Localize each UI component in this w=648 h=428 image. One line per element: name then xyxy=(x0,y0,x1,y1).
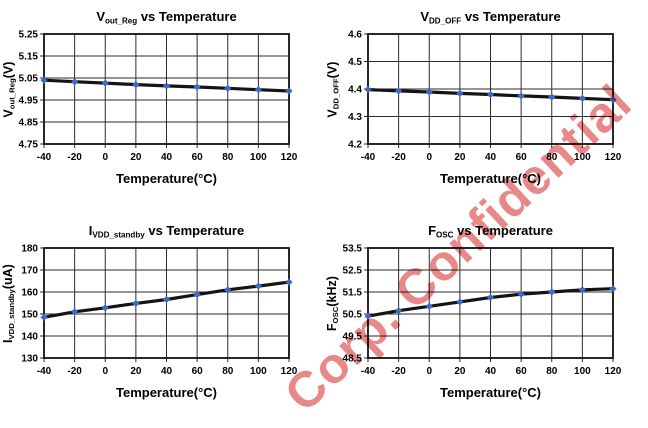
svg-text:50.5: 50.5 xyxy=(343,310,363,321)
svg-text:80: 80 xyxy=(222,152,234,163)
chart-title-vdd-off: VDD_OFF vs Temperature xyxy=(358,9,623,25)
svg-text:4.75: 4.75 xyxy=(19,140,39,151)
chart-ivdd-standby: IVDD_standby vs Temperature IVDD_standby… xyxy=(0,216,324,421)
ylabel-main: V xyxy=(0,109,15,119)
svg-text:100: 100 xyxy=(250,366,267,377)
chart-title-vout-reg: Vout_Reg vs Temperature xyxy=(34,9,299,25)
svg-text:4.3: 4.3 xyxy=(348,112,362,123)
svg-text:150: 150 xyxy=(21,310,38,321)
svg-text:60: 60 xyxy=(192,152,204,163)
svg-text:20: 20 xyxy=(130,152,142,163)
svg-text:40: 40 xyxy=(485,152,497,163)
svg-text:20: 20 xyxy=(454,152,466,163)
plot-area-vout-reg: 4.75 4.85 4.95 5.05 5.15 5.25 -40 -20 0 20 40 60 80 1… xyxy=(19,30,298,164)
svg-text:60: 60 xyxy=(192,366,204,377)
svg-text:-40: -40 xyxy=(361,366,376,377)
chart-vdd-off: VDD_OFF vs Temperature VDD_OFF(V) 4.2 4.3… xyxy=(324,2,648,207)
chart-title-fosc: FOSC vs Temperature xyxy=(358,223,623,239)
ylabel-main: V xyxy=(324,109,339,119)
svg-text:100: 100 xyxy=(250,152,267,163)
svg-text:-20: -20 xyxy=(391,152,406,163)
svg-text:-20: -20 xyxy=(67,366,82,377)
svg-text:130: 130 xyxy=(21,354,38,365)
svg-text:4.5: 4.5 xyxy=(348,57,362,68)
title-rest: vs Temperature xyxy=(144,223,245,238)
svg-text:120: 120 xyxy=(605,366,622,377)
x-axis-label-vout-reg: Temperature(°C) xyxy=(115,171,218,186)
ylabel-main: I xyxy=(0,339,15,344)
svg-text:40: 40 xyxy=(161,152,173,163)
svg-text:-40: -40 xyxy=(37,152,52,163)
ylabel-rest: (V) xyxy=(0,61,15,79)
svg-text:80: 80 xyxy=(546,152,558,163)
title-subscript: DD_OFF xyxy=(429,16,462,26)
svg-text:4.95: 4.95 xyxy=(19,96,39,107)
svg-text:4.6: 4.6 xyxy=(348,30,362,41)
svg-text:40: 40 xyxy=(485,366,497,377)
svg-text:170: 170 xyxy=(21,266,38,277)
svg-text:20: 20 xyxy=(130,366,142,377)
svg-text:100: 100 xyxy=(574,152,591,163)
svg-text:0: 0 xyxy=(426,152,432,163)
svg-text:100: 100 xyxy=(574,366,591,377)
svg-text:120: 120 xyxy=(281,152,298,163)
title-rest: vs Temperature xyxy=(453,223,553,238)
svg-text:40: 40 xyxy=(161,366,173,377)
svg-text:60: 60 xyxy=(516,366,528,377)
x-axis-label-vdd-off: Temperature(°C) xyxy=(439,171,542,186)
svg-text:5.15: 5.15 xyxy=(19,52,39,63)
svg-text:49.5: 49.5 xyxy=(343,332,363,343)
svg-text:-20: -20 xyxy=(391,366,406,377)
svg-text:5.25: 5.25 xyxy=(19,30,39,41)
title-main: F xyxy=(428,223,437,238)
plot-area-vdd-off: 4.2 4.3 4.4 4.5 4.6 -40 -20 0 20 40 60 80 100 120 xyxy=(348,30,622,164)
plot-area-fosc: 48.5 49.5 50.5 51.5 52.5 53.5 -40 -20 0 20 40 60 80 1… xyxy=(343,244,622,378)
svg-text:-40: -40 xyxy=(37,366,52,377)
x-axis-label-ivdd-standby: Temperature(°C) xyxy=(115,385,218,400)
svg-text:0: 0 xyxy=(102,366,108,377)
ylabel-rest: (uA) xyxy=(0,264,15,290)
svg-text:52.5: 52.5 xyxy=(343,266,363,277)
ylabel-main: F xyxy=(324,323,339,332)
ylabel-rest: (kHz) xyxy=(324,276,339,308)
title-subscript: OSC xyxy=(436,230,454,240)
chart-fosc: FOSC vs Temperature FOSC(kHz) 48.5 49.5 50… xyxy=(324,216,648,421)
chart-vout-reg: Vout_Reg vs Temperature Vout_Reg (V) 4.75… xyxy=(0,2,324,207)
title-main: V xyxy=(96,9,105,24)
x-axis-label-fosc: Temperature(°C) xyxy=(439,385,542,400)
svg-text:4.4: 4.4 xyxy=(348,85,362,96)
ylabel-rest: (V) xyxy=(324,61,339,79)
svg-text:48.5: 48.5 xyxy=(343,354,363,365)
svg-text:80: 80 xyxy=(222,366,234,377)
title-main: I xyxy=(88,223,93,238)
svg-text:140: 140 xyxy=(21,332,38,343)
svg-text:180: 180 xyxy=(21,244,38,255)
title-subscript: out_Reg xyxy=(105,16,138,26)
plot-area-ivdd-standby: 130 140 150 160 170 180 -40 -20 0 20 40 60 80 100 120 xyxy=(21,244,298,378)
svg-text:120: 120 xyxy=(281,366,298,377)
svg-text:53.5: 53.5 xyxy=(343,244,363,255)
svg-text:0: 0 xyxy=(102,152,108,163)
title-main: V xyxy=(420,9,429,24)
svg-text:4.85: 4.85 xyxy=(19,118,39,129)
svg-text:160: 160 xyxy=(21,288,38,299)
svg-text:80: 80 xyxy=(546,366,558,377)
svg-text:51.5: 51.5 xyxy=(343,288,363,299)
svg-text:120: 120 xyxy=(605,152,622,163)
svg-text:-20: -20 xyxy=(67,152,82,163)
svg-text:5.05: 5.05 xyxy=(19,74,39,85)
svg-text:-40: -40 xyxy=(361,152,376,163)
svg-text:4.2: 4.2 xyxy=(348,140,362,151)
title-subscript: VDD_standby xyxy=(92,230,145,240)
svg-text:0: 0 xyxy=(426,366,432,377)
title-rest: vs Temperature xyxy=(461,9,561,24)
chart-title-ivdd-standby: IVDD_standby vs Temperature xyxy=(34,223,299,239)
svg-text:20: 20 xyxy=(454,366,466,377)
svg-text:60: 60 xyxy=(516,152,528,163)
title-rest: vs Temperature xyxy=(137,9,237,24)
